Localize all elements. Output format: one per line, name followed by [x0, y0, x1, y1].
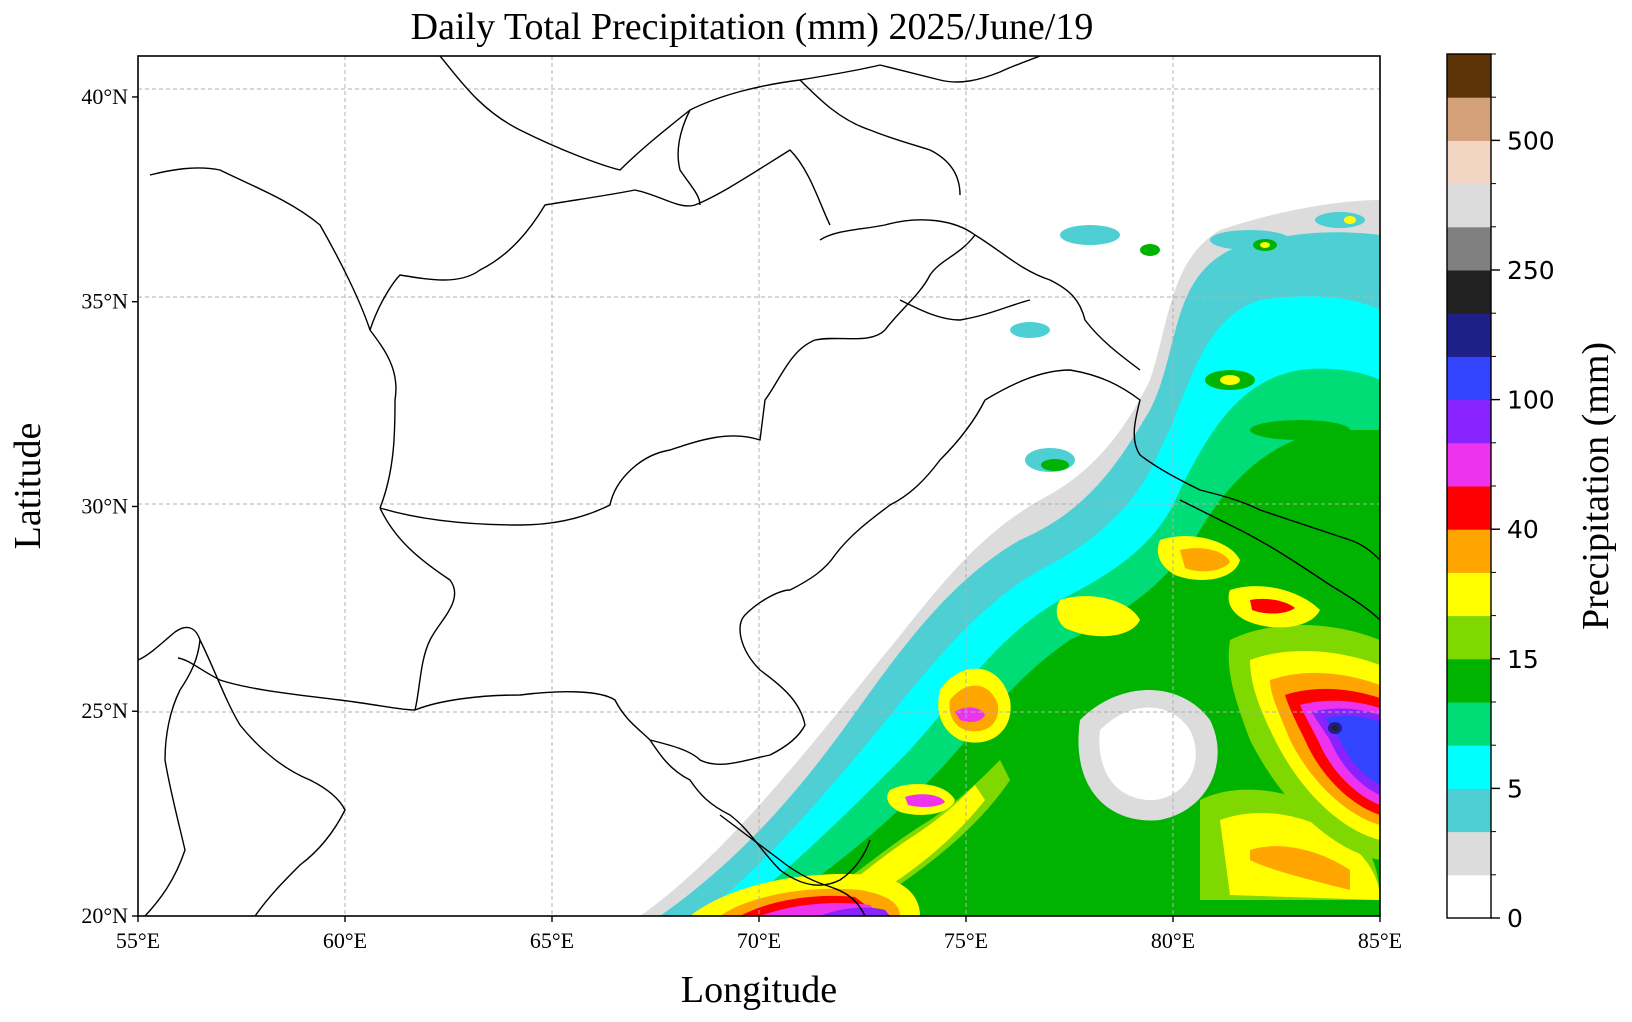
colorbar-segment [1447, 54, 1491, 98]
country-borders [138, 56, 1380, 916]
colorbar-segment [1447, 442, 1491, 487]
colorbar-tick-label: 5 [1507, 774, 1523, 803]
colorbar-ticks: 0 5 15 40 100 250 500 [1491, 53, 1555, 933]
colorbar-tick-label: 500 [1507, 126, 1555, 155]
y-axis-title: Latitude [7, 423, 49, 550]
colorbar-segment [1447, 615, 1491, 660]
colorbar-tick-label: 40 [1507, 515, 1539, 544]
y-tick-label: 40°N [81, 84, 128, 109]
x-tick-label: 65°E [530, 928, 574, 953]
x-tick-label: 70°E [737, 928, 781, 953]
colorbar-segment [1447, 226, 1491, 271]
y-tick-label: 25°N [81, 698, 128, 723]
colorbar-tick-label: 250 [1507, 256, 1555, 285]
precipitation-field [640, 200, 1380, 916]
y-tick-label: 35°N [81, 289, 128, 314]
map-gridlines [138, 56, 1380, 916]
colorbar-segment [1447, 97, 1491, 141]
colorbar-tick-label: 15 [1507, 645, 1539, 674]
colorbar-segment [1447, 874, 1491, 919]
figure-title: Daily Total Precipitation (mm) 2025/June… [411, 6, 1094, 48]
x-tick-label: 80°E [1151, 928, 1195, 953]
colorbar-tick-label: 0 [1507, 904, 1523, 933]
colorbar-segment [1447, 183, 1491, 228]
x-tick-label: 85°E [1358, 928, 1402, 953]
y-axis-ticks: 20°N 25°N 30°N 35°N 40°N [81, 84, 138, 928]
x-tick-label: 75°E [944, 928, 988, 953]
x-tick-label: 60°E [323, 928, 367, 953]
colorbar-segment [1447, 529, 1491, 573]
x-axis-ticks: 55°E 60°E 65°E 70°E 75°E 80°E 85°E [116, 916, 1402, 953]
colorbar-segment [1447, 658, 1491, 703]
colorbar-segment [1447, 831, 1491, 876]
colorbar-segment [1447, 140, 1491, 185]
colorbar-segment [1447, 702, 1491, 746]
colorbar-segment [1447, 399, 1491, 444]
colorbar-segment [1447, 356, 1491, 401]
colorbar [1446, 53, 1492, 919]
colorbar-segment [1447, 270, 1491, 314]
y-tick-label: 30°N [81, 493, 128, 518]
colorbar-segment [1447, 745, 1491, 789]
colorbar-title: Precipitation (mm) [1575, 342, 1617, 630]
colorbar-tick-label: 100 [1507, 386, 1555, 415]
y-tick-label: 20°N [81, 903, 128, 928]
colorbar-segment [1447, 313, 1491, 357]
x-axis-title: Longitude [681, 969, 837, 1011]
colorbar-segment [1447, 486, 1491, 530]
colorbar-segment [1447, 788, 1491, 833]
map-area [138, 56, 1380, 916]
x-tick-label: 55°E [116, 928, 160, 953]
colorbar-segment [1447, 572, 1491, 617]
